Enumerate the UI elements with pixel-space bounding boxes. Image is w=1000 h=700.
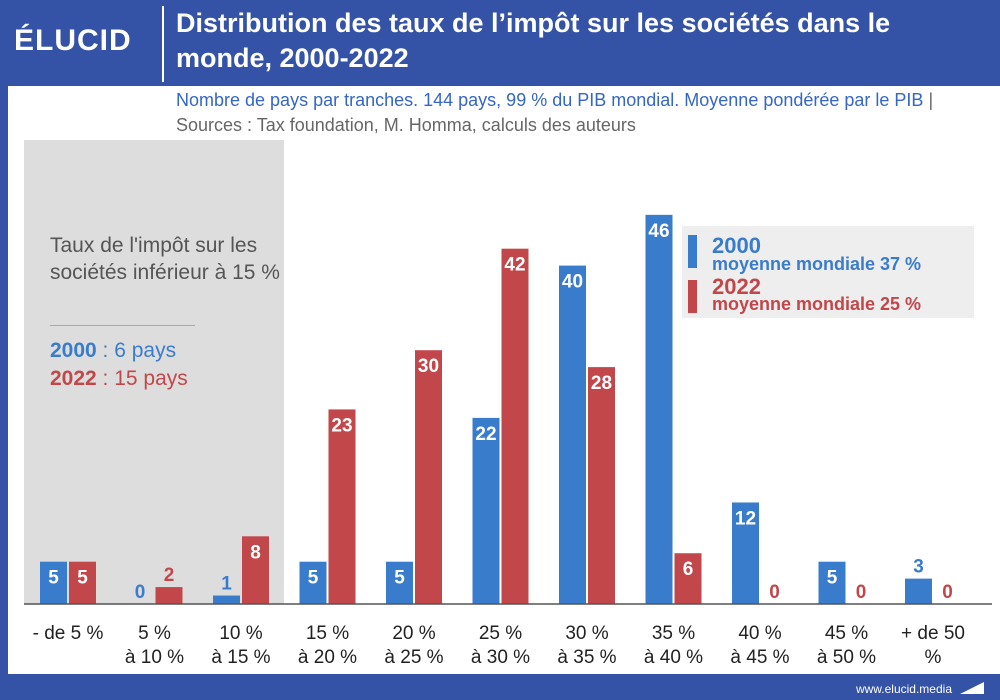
- bar-2000-2: [213, 595, 240, 604]
- data-label-2022-7: 6: [683, 559, 694, 580]
- bar-2022-7: [674, 553, 702, 604]
- data-label-2000-4: 5: [394, 568, 405, 589]
- subtitle-sources: Sources : Tax foundation, M. Homma, calc…: [176, 115, 636, 135]
- legend-desc-2022: moyenne mondiale 25 %: [712, 294, 922, 314]
- note-year-2000: 2000: [50, 339, 97, 362]
- note-text: Taux de l'impôt sur les sociétés inférie…: [50, 234, 280, 284]
- note-year-2022: 2022: [50, 367, 97, 390]
- data-label-2000-9: 5: [827, 568, 838, 589]
- category-label-4: 20 % à 25 %: [384, 623, 443, 668]
- category-label-6: 30 % à 35 %: [557, 623, 616, 668]
- note-count-2000: : 6 pays: [96, 339, 177, 362]
- category-label-2: 10 % à 15 %: [211, 623, 270, 668]
- bar-2000-4: [386, 561, 413, 604]
- data-label-2000-2: 1: [221, 574, 232, 595]
- data-label-2022-6: 28: [591, 373, 612, 394]
- bar-2000-9: [818, 561, 846, 604]
- chart-subtitle: Nombre de pays par tranches. 144 pays, 9…: [176, 88, 996, 138]
- data-label-2000-3: 5: [308, 568, 319, 589]
- data-label-2000-8: 12: [735, 508, 756, 529]
- category-label-0: - de 5 %: [33, 623, 104, 644]
- data-label-2022-1: 2: [164, 565, 175, 586]
- legend-year-2000: 2000: [712, 233, 761, 258]
- legend-desc-2000: moyenne mondiale 37 %: [712, 254, 922, 274]
- bar-2000-5: [472, 417, 500, 604]
- bar-2022-4: [415, 350, 442, 604]
- bar-2022-0: [69, 561, 96, 604]
- data-label-2000-6: 40: [562, 272, 583, 293]
- legend-swatch-2022: [688, 280, 697, 313]
- data-label-2022-4: 30: [418, 356, 439, 377]
- data-label-2000-5: 22: [475, 424, 496, 445]
- data-label-2000-1: 0: [135, 582, 146, 603]
- bar-2000-6: [559, 265, 586, 604]
- bar-2022-6: [588, 367, 615, 604]
- bar-2022-5: [501, 248, 529, 604]
- data-label-2022-8: 0: [769, 582, 780, 603]
- bar-2000-7: [645, 214, 673, 604]
- note-divider: [50, 325, 195, 326]
- data-label-2022-5: 42: [504, 255, 525, 276]
- category-label-5: 25 % à 30 %: [471, 623, 530, 668]
- bar-2022-2: [242, 536, 269, 604]
- bar-2000-3: [299, 561, 327, 604]
- subtitle-main: Nombre de pays par tranches. 144 pays, 9…: [176, 90, 924, 110]
- footer-arrow-icon: [960, 682, 984, 694]
- legend: [682, 226, 974, 318]
- category-label-8: 40 % à 45 %: [730, 623, 789, 668]
- elucid-logo: ÉLUCID: [14, 24, 132, 57]
- legend-year-2022: 2022: [712, 274, 761, 299]
- data-label-2022-2: 8: [250, 542, 261, 563]
- header-bar: [0, 0, 1000, 86]
- bar-2022-3: [328, 409, 356, 604]
- category-label-7: 35 % à 40 %: [644, 623, 703, 668]
- note-line-2000: 2000 : 6 pays: [50, 338, 176, 364]
- category-label-9: 45 % à 50 %: [817, 623, 876, 668]
- data-label-2022-3: 23: [331, 415, 352, 436]
- data-label-2022-0: 5: [77, 568, 88, 589]
- below-15-shaded-area: [24, 140, 284, 604]
- category-label-10: + de 50%: [901, 623, 965, 668]
- bar-2000-0: [40, 561, 67, 604]
- category-label-1: 5 % à 10 %: [125, 623, 184, 668]
- bar-2022-1: [155, 587, 183, 604]
- category-label-3: 15 % à 20 %: [298, 623, 357, 668]
- subtitle-separator: |: [923, 90, 934, 110]
- bar-2000-8: [732, 502, 759, 604]
- footer-url: www.elucid.media: [855, 682, 952, 696]
- data-label-2000-10: 3: [913, 557, 924, 578]
- data-label-2000-7: 46: [648, 221, 669, 242]
- data-label-2000-0: 5: [48, 568, 59, 589]
- logo-divider: [162, 6, 164, 82]
- bar-2000-10: [905, 578, 932, 604]
- note-line-2022: 2022 : 15 pays: [50, 366, 188, 392]
- legend-swatch-2000: [688, 235, 697, 268]
- note-count-2022: : 15 pays: [96, 367, 188, 390]
- data-label-2022-9: 0: [856, 582, 867, 603]
- data-label-2022-10: 0: [942, 582, 953, 603]
- chart-title: Distribution des taux de l’impôt sur les…: [176, 8, 891, 73]
